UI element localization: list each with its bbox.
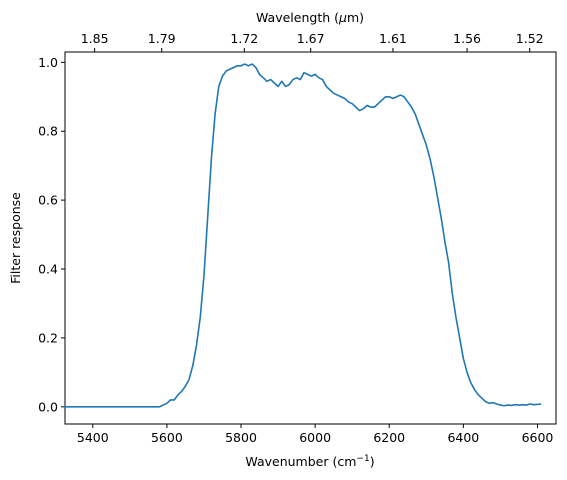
top-tick-label: 1.85 [81, 31, 109, 46]
y-tick-label: 1.0 [38, 55, 58, 70]
top-tick-label: 1.56 [453, 31, 481, 46]
x-tick-label: 6000 [299, 430, 331, 445]
y-tick-label: 0.2 [38, 330, 58, 345]
x-axis-label: Wavenumber (cm−1) [245, 454, 374, 469]
top-tick-label: 1.72 [230, 31, 258, 46]
x-tick-label: 5800 [225, 430, 257, 445]
plot-frame [64, 51, 557, 425]
series-line [63, 63, 542, 408]
x-tick-label: 6200 [373, 430, 405, 445]
y-tick-label: 0.4 [38, 262, 58, 277]
top-x-axis: 1.85 1.79 1.72 1.67 1.61 1.56 1.52 [81, 31, 544, 52]
y-axis-label: Filter response [8, 192, 23, 284]
top-tick-label: 1.52 [516, 31, 544, 46]
x-tick-label: 5400 [77, 430, 109, 445]
x-tick-label: 6600 [522, 430, 554, 445]
top-tick-label: 1.79 [148, 31, 176, 46]
y-axis: 0.0 0.2 0.4 0.6 0.8 1.0 [38, 55, 65, 414]
y-tick-label: 0.0 [38, 399, 58, 414]
x-tick-label: 5600 [151, 430, 183, 445]
y-tick-label: 0.8 [38, 124, 58, 139]
top-axis-label: Wavelength (μm) [256, 10, 364, 25]
y-tick-label: 0.6 [38, 193, 58, 208]
bottom-x-axis: 5400 5600 5800 6000 6200 6400 6600 [77, 424, 554, 445]
top-tick-label: 1.61 [379, 31, 407, 46]
x-tick-label: 6400 [447, 430, 479, 445]
top-tick-label: 1.67 [297, 31, 325, 46]
